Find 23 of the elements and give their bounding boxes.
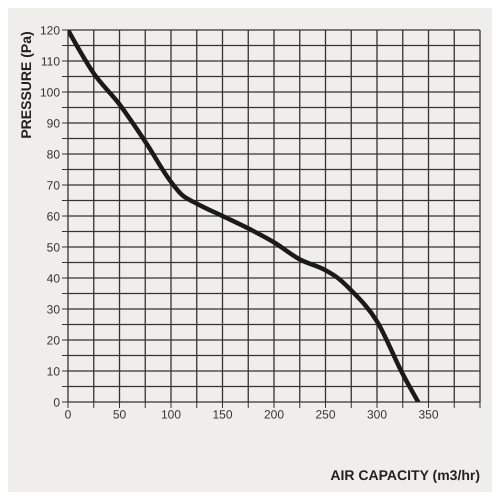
y-tick-label: 100 [40,85,60,100]
x-tick-label: 0 [64,408,72,422]
x-tick-label: 200 [264,408,284,422]
y-tick-label: 20 [46,333,60,348]
x-tick-label: 250 [315,408,336,422]
y-tick-label: 60 [46,209,60,224]
x-tick-label: 100 [160,408,182,422]
y-tick-label: 80 [46,147,60,162]
y-tick-label: 10 [46,364,60,378]
x-tick-label: 150 [212,408,233,422]
x-tick-label: 350 [418,408,439,422]
y-tick-label: 90 [46,116,60,130]
y-tick-label: 110 [40,54,60,68]
y-tick-label: 50 [46,240,60,254]
y-tick-label: 120 [40,23,60,38]
x-tick-label: 50 [112,408,126,422]
x-tick-label: 300 [366,408,388,422]
y-tick-label: 0 [53,395,60,410]
x-axis-title: AIR CAPACITY (m3/hr) [330,467,480,483]
y-tick-label: 30 [46,302,60,316]
y-axis-title: PRESSURE (Pa) [18,31,34,139]
y-tick-label: 40 [46,271,60,286]
y-tick-label: 70 [46,178,60,192]
